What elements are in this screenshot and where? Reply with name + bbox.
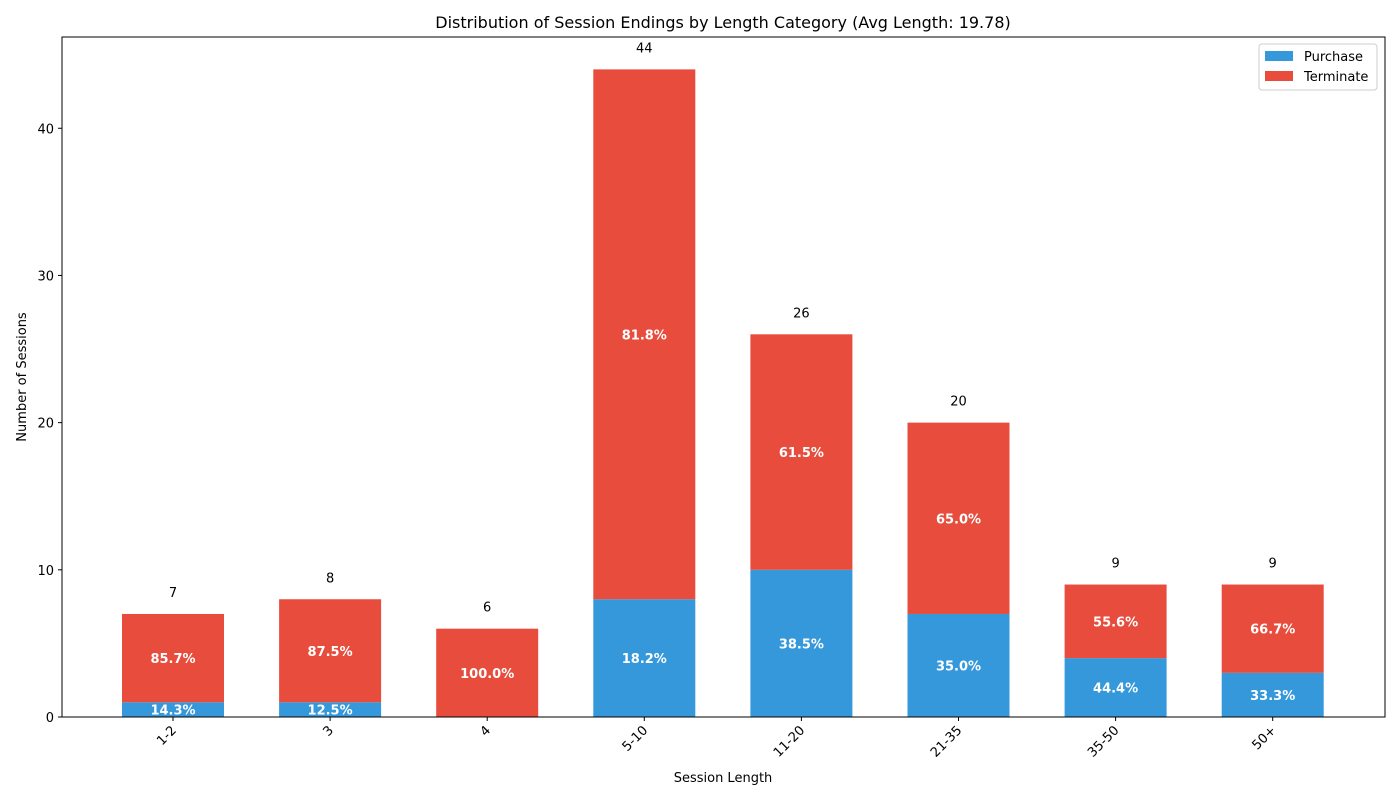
legend-label-terminate: Terminate	[1303, 70, 1368, 85]
bar-purchase	[1221, 672, 1324, 717]
bar-percent-label: 55.6%	[1093, 615, 1138, 630]
x-tick-label: 4	[478, 723, 494, 739]
bar-total-label: 7	[169, 586, 177, 601]
plot-area: 14.3% 85.7% 7 12.5% 87.5% 8 100.0% 6 18.2% 81.8% 4…	[122, 41, 1324, 719]
bar-percent-label: 44.4%	[1093, 682, 1138, 697]
bar-terminate	[1221, 584, 1324, 673]
bar-terminate	[279, 599, 382, 703]
x-tick-label: 5-10	[620, 723, 651, 754]
plot-frame	[61, 36, 1386, 718]
bar-percent-label: 65.0%	[936, 512, 981, 527]
x-tick-label: 1-2	[154, 723, 180, 749]
x-tick-label: 3	[320, 723, 336, 739]
bar-total-label: 6	[483, 601, 491, 616]
bar-percent-label: 14.3%	[150, 704, 195, 719]
x-tick-label: 11-20	[771, 723, 808, 760]
y-tick-label: 40	[37, 122, 54, 137]
legend-swatch-terminate	[1265, 71, 1293, 81]
bar-percent-label: 61.5%	[779, 446, 824, 461]
bar-purchase	[1064, 658, 1167, 717]
bar-terminate	[122, 613, 224, 703]
bar-purchase	[907, 613, 1010, 717]
bar-percent-label: 18.2%	[622, 652, 667, 667]
bar-total-label: 26	[793, 306, 810, 321]
chart-title: Distribution of Session Endings by Lengt…	[435, 13, 1010, 32]
bar-percent-label: 12.5%	[308, 704, 353, 719]
bar-percent-label: 81.8%	[622, 328, 667, 343]
bar-terminate	[593, 69, 696, 600]
legend: Purchase Terminate	[1258, 43, 1378, 91]
y-tick-label: 20	[37, 417, 54, 432]
x-axis-label: Session Length	[674, 771, 773, 786]
x-tick-label: 35-50	[1085, 723, 1122, 760]
bar-total-label: 9	[1269, 557, 1277, 572]
bar-total-label: 44	[636, 41, 653, 56]
x-tick-label: 21-35	[928, 723, 965, 760]
bar-total-label: 8	[326, 571, 334, 586]
bar-purchase	[122, 702, 224, 717]
bar-percent-label: 35.0%	[936, 659, 981, 674]
bar-total-label: 20	[950, 395, 967, 410]
bar-purchase	[593, 599, 696, 717]
y-axis-label: Number of Sessions	[15, 312, 30, 442]
bar-percent-label: 85.7%	[150, 652, 195, 667]
x-tick-label: 50+	[1250, 723, 1280, 753]
legend-swatch-purchase	[1265, 51, 1293, 61]
bar-terminate	[907, 422, 1010, 614]
bar-terminate	[750, 334, 853, 570]
legend-label-purchase: Purchase	[1304, 50, 1363, 65]
bar-purchase	[279, 702, 382, 717]
bar-purchase	[750, 569, 853, 717]
y-tick-label: 30	[37, 269, 54, 284]
bar-total-label: 9	[1111, 557, 1119, 572]
bar-terminate	[1064, 584, 1167, 659]
bar-percent-label: 87.5%	[308, 645, 353, 660]
bar-percent-label: 38.5%	[779, 637, 824, 652]
bar-percent-label: 33.3%	[1250, 689, 1295, 704]
y-tick-label: 0	[46, 711, 54, 726]
bar-percent-label: 66.7%	[1250, 623, 1295, 638]
bar-terminate	[436, 628, 539, 717]
bar-percent-label: 100.0%	[460, 667, 514, 682]
y-tick-label: 10	[37, 564, 54, 579]
